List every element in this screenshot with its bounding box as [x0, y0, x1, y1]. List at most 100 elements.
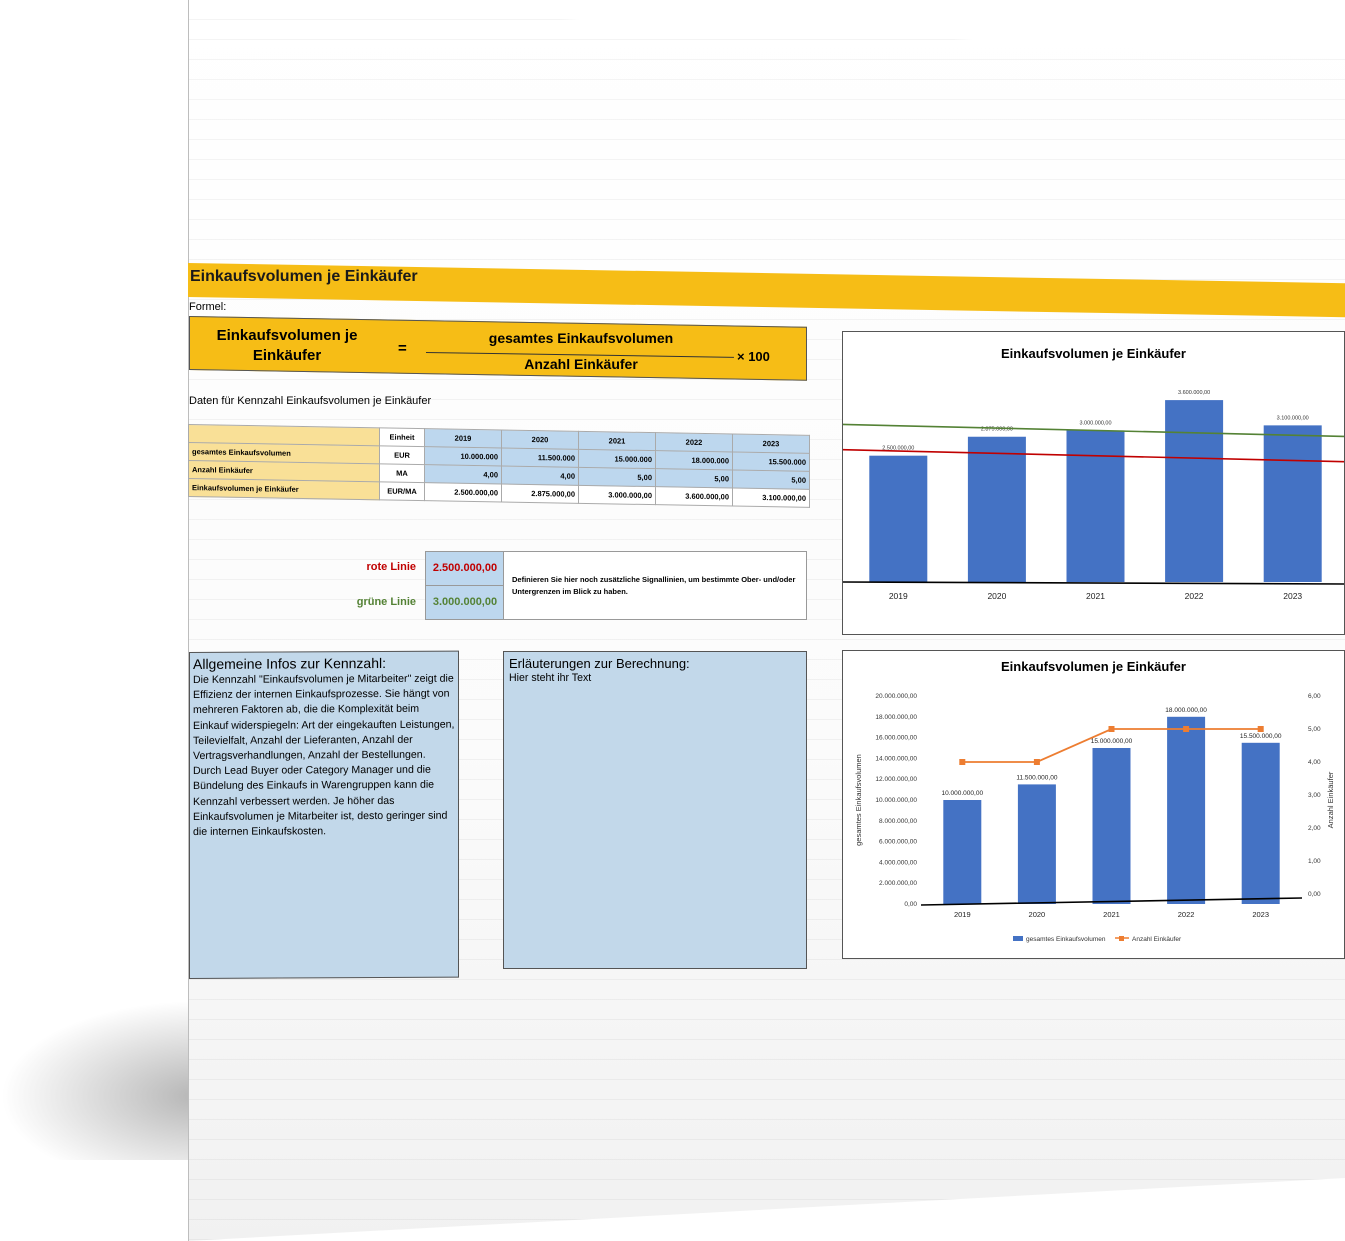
- data-label: 15.000.000,00: [1091, 738, 1133, 745]
- chart-volume-and-buyers[interactable]: Einkaufsvolumen je Einkäufer 0,00 2.000.00…: [842, 650, 1345, 959]
- data-label: 2.500.000,00: [882, 446, 914, 452]
- chart-title: Einkaufsvolumen je Einkäufer: [1001, 346, 1186, 361]
- data-cell[interactable]: 15.500.000: [732, 452, 810, 472]
- info-text: Die Kennzahl "Einkaufsvolumen je Mitarbe…: [193, 672, 455, 839]
- x-axis: [920, 897, 1303, 906]
- green-signal-line: [843, 423, 1344, 438]
- legend-swatch-marker: [1119, 936, 1124, 941]
- row-unit[interactable]: MA: [379, 463, 425, 483]
- year-header[interactable]: 2021: [578, 431, 656, 451]
- data-cell[interactable]: 10.000.000: [424, 446, 502, 466]
- y2-tick-label: 2,00: [1308, 825, 1321, 832]
- green-line-label: grüne Linie: [356, 596, 416, 608]
- data-cell[interactable]: 4,00: [424, 464, 502, 484]
- x-tick-label: 2022: [1178, 910, 1195, 919]
- info-box[interactable]: Allgemeine Infos zur Kennzahl: Die Kennz…: [189, 650, 459, 979]
- year-header[interactable]: 2019: [424, 428, 502, 448]
- y-tick-label: 0,00: [904, 901, 917, 908]
- y-axis-label: gesamtes Einkaufsvolumen: [854, 754, 863, 846]
- red-line-label: rote Linie: [366, 561, 416, 573]
- data-cell[interactable]: 4,00: [501, 465, 579, 486]
- bar: [1167, 716, 1206, 904]
- bar: [1165, 400, 1224, 582]
- row-unit[interactable]: EUR/MA: [379, 481, 425, 501]
- formula-denominator: Anzahl Einkäufer: [524, 356, 638, 372]
- formula-multiplier: × 100: [737, 349, 770, 364]
- data-label: 2.875.000,00: [981, 427, 1013, 433]
- unit-header[interactable]: Einheit: [379, 427, 425, 447]
- x-tick-label: 2020: [987, 591, 1006, 601]
- data-cell[interactable]: 15.000.000: [578, 449, 656, 469]
- chart-volume-per-buyer[interactable]: Einkaufsvolumen je Einkäufer 2.500.000,00…: [842, 331, 1345, 635]
- data-cell[interactable]: 5,00: [578, 467, 656, 487]
- line-marker: [1183, 726, 1190, 732]
- green-line-value[interactable]: 3.000.000,00: [425, 585, 505, 620]
- page-shadow: [0, 1000, 200, 1160]
- bar: [1241, 742, 1280, 904]
- red-signal-line: [843, 448, 1344, 463]
- data-cell[interactable]: 3.100.000,00: [732, 488, 810, 508]
- data-table: Einheit 2019 2020 2021 2022 2023 gesamte…: [188, 424, 810, 508]
- year-header[interactable]: 2020: [501, 429, 579, 450]
- legend-label: Anzahl Einkäufer: [1132, 936, 1182, 943]
- bar: [1017, 784, 1056, 904]
- row-label[interactable]: Einkaufsvolumen je Einkäufer: [188, 478, 380, 500]
- y-tick-label: 20.000.000,00: [875, 693, 917, 700]
- data-cell[interactable]: 5,00: [732, 470, 810, 490]
- data-cell[interactable]: 11.500.000: [501, 447, 579, 468]
- data-label: 11.500.000,00: [1016, 774, 1057, 781]
- y-tick-label: 14.000.000,00: [875, 755, 917, 762]
- bar: [1092, 748, 1131, 904]
- signal-note-box: Definieren Sie hier noch zusätzliche Sig…: [503, 551, 807, 620]
- y-tick-label: 6.000.000,00: [879, 839, 917, 846]
- y2-tick-label: 5,00: [1308, 726, 1321, 733]
- y-tick-label: 16.000.000,00: [875, 735, 917, 742]
- data-label: 3.000.000,00: [1079, 420, 1111, 426]
- data-label: 10.000.000,00: [942, 790, 984, 797]
- y-tick-label: 2.000.000,00: [879, 880, 917, 887]
- y-tick-label: 4.000.000,00: [879, 859, 917, 866]
- y2-tick-label: 0,00: [1308, 891, 1321, 898]
- data-cell[interactable]: 2.875.000,00: [501, 483, 579, 504]
- y-tick-label: 12.000.000,00: [875, 776, 917, 783]
- chart-title: Einkaufsvolumen je Einkäufer: [1001, 659, 1186, 674]
- legend-label: gesamtes Einkaufsvolumen: [1026, 936, 1106, 943]
- data-label: 18.000.000,00: [1165, 707, 1207, 714]
- bar: [869, 455, 928, 582]
- x-tick-label: 2023: [1252, 910, 1269, 919]
- line-marker: [959, 759, 966, 765]
- data-label: 3.100.000,00: [1277, 415, 1309, 421]
- chart1-svg: Einkaufsvolumen je Einkäufer 2.500.000,00…: [843, 346, 1344, 601]
- data-section-label: Daten für Kennzahl Einkaufsvolumen je Ei…: [189, 395, 432, 407]
- red-line-value[interactable]: 2.500.000,00: [425, 551, 505, 586]
- data-cell[interactable]: 3.000.000,00: [578, 485, 656, 505]
- y2-tick-label: 3,00: [1308, 792, 1321, 799]
- x-tick-label: 2020: [1029, 910, 1046, 919]
- bar: [943, 800, 982, 904]
- y2-tick-label: 4,00: [1308, 759, 1321, 766]
- y-tick-label: 8.000.000,00: [879, 818, 917, 825]
- calc-box[interactable]: Erläuterungen zur Berechnung: Hier steht…: [503, 651, 807, 969]
- calc-text: Hier steht ihr Text: [509, 672, 592, 684]
- formula-numerator: gesamtes Einkaufsvolumen: [488, 330, 674, 346]
- x-tick-label: 2021: [1103, 910, 1120, 919]
- y2-tick-label: 1,00: [1308, 858, 1321, 865]
- formula-left: Einkaufsvolumen je Einkäufer: [216, 327, 358, 364]
- x-axis: [843, 581, 1344, 585]
- calc-heading: Erläuterungen zur Berechnung:: [509, 656, 690, 671]
- data-cell[interactable]: 5,00: [655, 468, 733, 489]
- year-header[interactable]: 2022: [655, 432, 733, 453]
- y-tick-label: 10.000.000,00: [875, 797, 917, 804]
- row-unit[interactable]: EUR: [379, 445, 425, 465]
- formula-label: Formel:: [189, 301, 227, 313]
- data-cell[interactable]: 18.000.000: [655, 450, 733, 471]
- year-header[interactable]: 2023: [732, 434, 810, 454]
- page-title: Einkaufsvolumen je Einkäufer: [190, 268, 418, 285]
- x-tick-label: 2022: [1185, 591, 1204, 601]
- bar: [1263, 425, 1322, 582]
- line-marker: [1033, 759, 1040, 765]
- data-cell[interactable]: 3.600.000,00: [655, 486, 733, 507]
- data-cell[interactable]: 2.500.000,00: [424, 482, 502, 502]
- x-tick-label: 2019: [954, 910, 971, 919]
- y2-tick-label: 6,00: [1308, 693, 1321, 700]
